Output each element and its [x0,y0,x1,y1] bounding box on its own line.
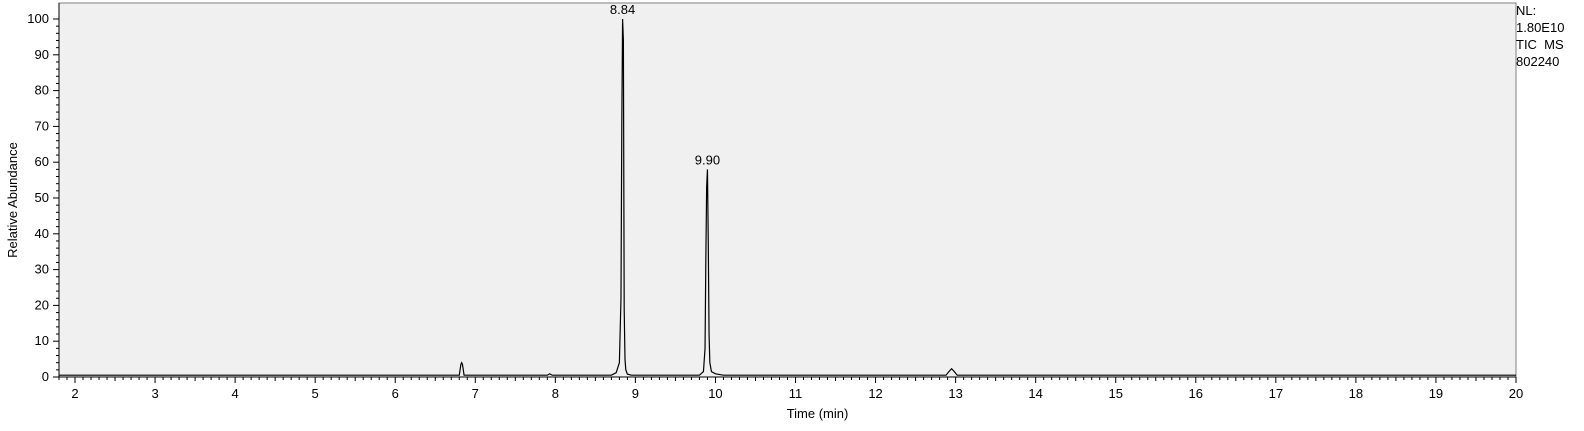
x-tick-label: 20 [1509,386,1523,401]
y-tick-label: 10 [35,333,49,348]
plot-area [58,2,1517,378]
x-tick-label: 6 [392,386,399,401]
y-axis: 0 10 20 30 40 50 60 70 80 90 100 [27,3,60,384]
x-tick-label: 18 [1349,386,1363,401]
tic-trace [59,18,1516,376]
y-axis-title: Relative Abundance [5,142,20,258]
x-tick-label: 13 [948,386,962,401]
x-tick-label: 7 [472,386,479,401]
x-tick-label: 2 [71,386,78,401]
annotation-layer: 8.84 9.90 [610,2,720,167]
x-tick-label: 4 [232,386,239,401]
nl-label: NL: [1516,3,1537,18]
x-axis-title: Time (min) [787,406,849,421]
y-tick-label: 80 [35,83,49,98]
x-tick-label: 11 [789,386,803,401]
x-tick-label: 8 [552,386,559,401]
x-tick-label: 10 [708,386,722,401]
y-tick-label: 0 [42,369,49,384]
x-tick-label: 5 [312,386,319,401]
y-tick-label: 50 [35,190,49,205]
x-tick-label: 12 [868,386,882,401]
file-id: 802240 [1516,54,1560,69]
y-tick-label: 40 [35,226,49,241]
x-tick-label: 14 [1028,386,1042,401]
x-tick-label: 17 [1269,386,1283,401]
peak-label: 8.84 [610,2,635,17]
peak-label: 9.90 [695,152,720,167]
y-tick-label: 90 [35,47,49,62]
x-tick-label: 15 [1108,386,1122,401]
x-tick-label: 9 [632,386,639,401]
nl-value: 1.80E10 [1516,20,1565,35]
x-axis: 2 3 4 5 6 7 8 9 10 11 12 13 14 15 16 17 18 19 20 [58,376,1523,401]
side-info: NL: 1.80E10 TIC MS 802240 [1516,2,1564,70]
x-tick-label: 16 [1189,386,1203,401]
series-layer [59,18,1516,376]
y-tick-label: 100 [27,11,49,26]
y-tick-label: 60 [35,154,49,169]
x-tick-label: 19 [1429,386,1443,401]
y-tick-label: 70 [35,118,49,133]
scan-filter: TIC MS [1516,37,1564,52]
y-tick-label: 20 [35,297,49,312]
x-tick-label: 3 [151,386,158,401]
y-tick-label: 30 [35,262,49,277]
